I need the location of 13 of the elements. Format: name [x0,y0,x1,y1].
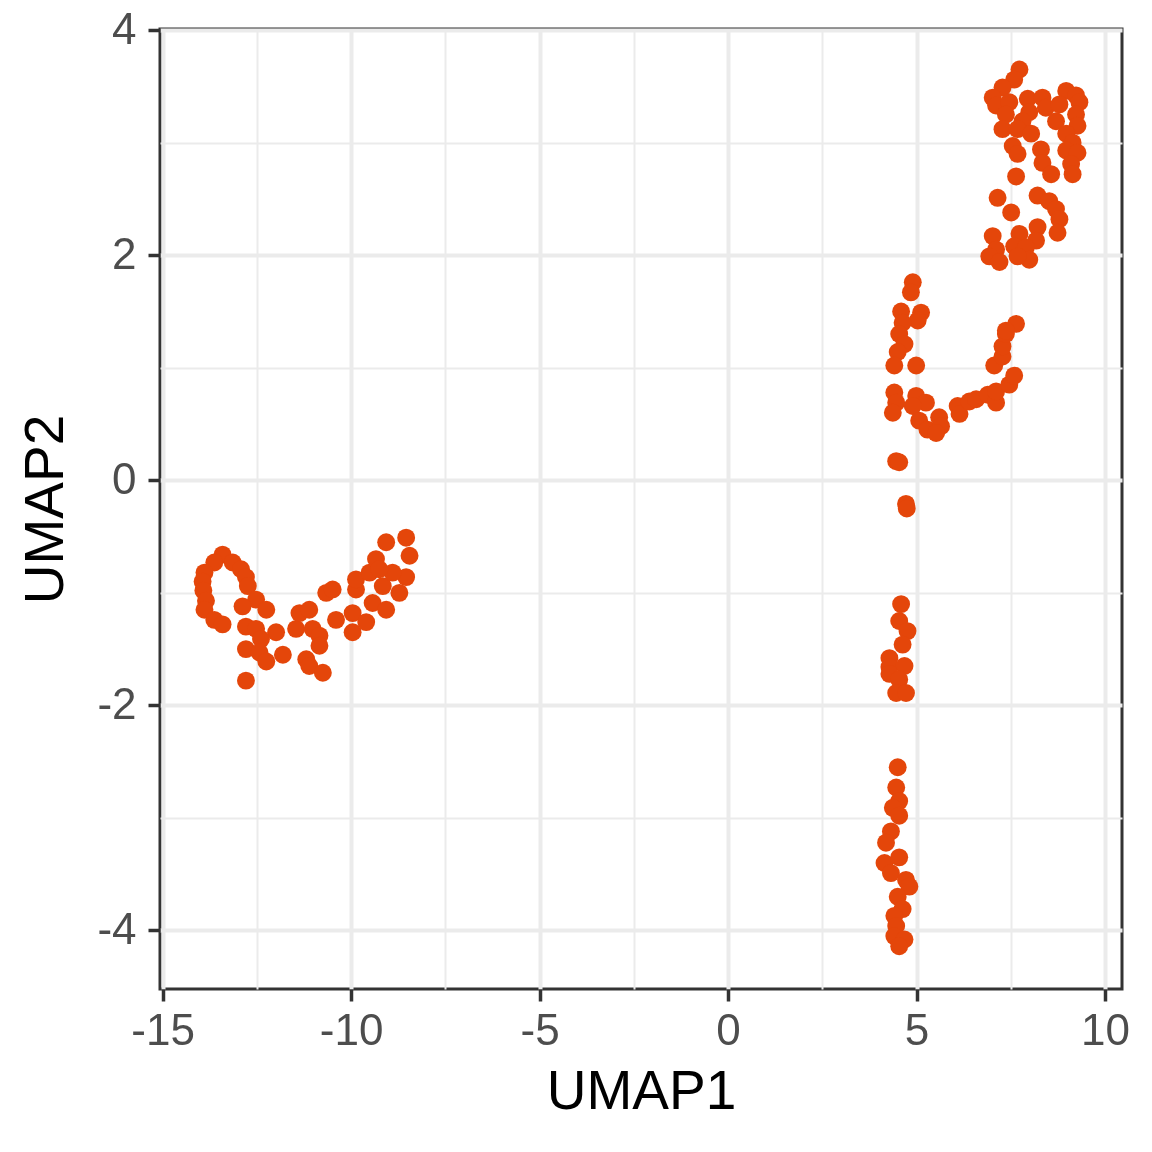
x-tick-label: -5 [520,1004,560,1054]
x-tick-label: 0 [716,1004,741,1054]
x-axis-title: UMAP1 [546,1058,737,1121]
x-tick-label: -15 [131,1004,195,1054]
y-tick-label: -2 [97,678,137,728]
y-tick-label: 2 [112,228,137,278]
y-axis-title: UMAP2 [13,414,76,605]
y-tick-label: 4 [112,3,137,53]
x-tick-label: 10 [1081,1004,1131,1054]
x-tick-label: -10 [319,1004,384,1054]
y-tick-label: 0 [112,453,137,503]
y-tick-label: -4 [97,903,137,953]
x-tick-label: 5 [904,1004,930,1054]
